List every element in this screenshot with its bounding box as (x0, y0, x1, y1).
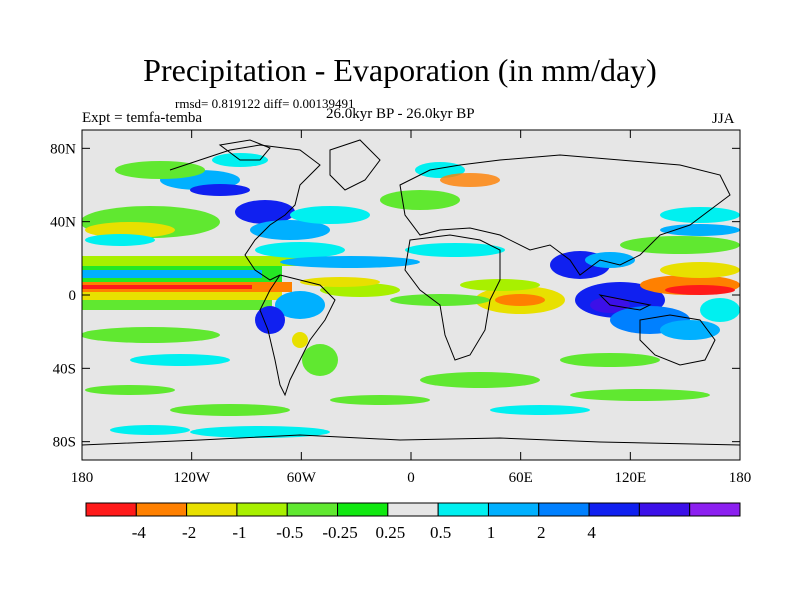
longitude-axis: 180 120W 60W 0 60E 120E 180 (71, 130, 752, 486)
colorbar-label: 4 (587, 523, 596, 542)
lon-tick-label: 120E (614, 470, 646, 486)
lon-tick-label: 0 (407, 470, 415, 486)
lon-tick-label: 180 (729, 470, 752, 486)
map-panel (82, 130, 740, 460)
lon-tick-label: 60W (287, 470, 317, 486)
colorbar-swatch (538, 502, 590, 517)
colorbar-label: -2 (182, 523, 196, 542)
colorbar-swatch (236, 502, 288, 517)
coastlines (82, 139, 740, 446)
lon-tick-label: 60E (509, 470, 533, 486)
colorbar-swatch (337, 502, 389, 517)
map-title: Precipitation - Evaporation (in mm/day) (143, 52, 657, 88)
colorbar-swatch (186, 502, 238, 517)
colorbar-label: 0.25 (375, 523, 405, 542)
lat-tick-label: 80N (50, 141, 76, 157)
period-label: 26.0kyr BP - 26.0kyr BP (326, 106, 475, 122)
colorbar-swatch (638, 502, 691, 517)
colorbar-swatch (487, 502, 540, 517)
colorbar-swatch (437, 502, 489, 517)
experiment-label: Expt = temfa-temba (82, 110, 203, 126)
colorbar-swatch (135, 502, 188, 517)
colorbar-label: -0.5 (276, 523, 303, 542)
season-label: JJA (712, 111, 735, 127)
colorbar-swatch (85, 502, 137, 517)
anomaly-field (82, 153, 740, 438)
lat-tick-label: 80S (53, 435, 76, 451)
lon-tick-label: 180 (71, 470, 94, 486)
colorbar-swatch (689, 502, 741, 517)
colorbar-label: -0.25 (322, 523, 357, 542)
colorbar-label: -1 (232, 523, 246, 542)
colorbar-label: 1 (487, 523, 496, 542)
colorbar-swatch (387, 502, 439, 517)
colorbar-label: 2 (537, 523, 546, 542)
colorbar-label: -4 (132, 523, 147, 542)
lat-tick-label: 40S (53, 361, 76, 377)
colorbar-label: 0.5 (430, 523, 451, 542)
lat-tick-label: 0 (69, 288, 77, 304)
colorbar: -4 -2 -1 -0.5 -0.25 0.25 0.5 1 2 4 (85, 502, 741, 542)
lon-tick-label: 120W (173, 470, 211, 486)
colorbar-swatch (588, 502, 640, 517)
lat-tick-label: 40N (50, 215, 76, 231)
rmsd-stats: rmsd= 0.819122 diff= 0.00139491 (175, 96, 355, 111)
latitude-axis: 80N 40N 0 40S 80S (50, 141, 740, 451)
colorbar-swatch (286, 502, 339, 517)
